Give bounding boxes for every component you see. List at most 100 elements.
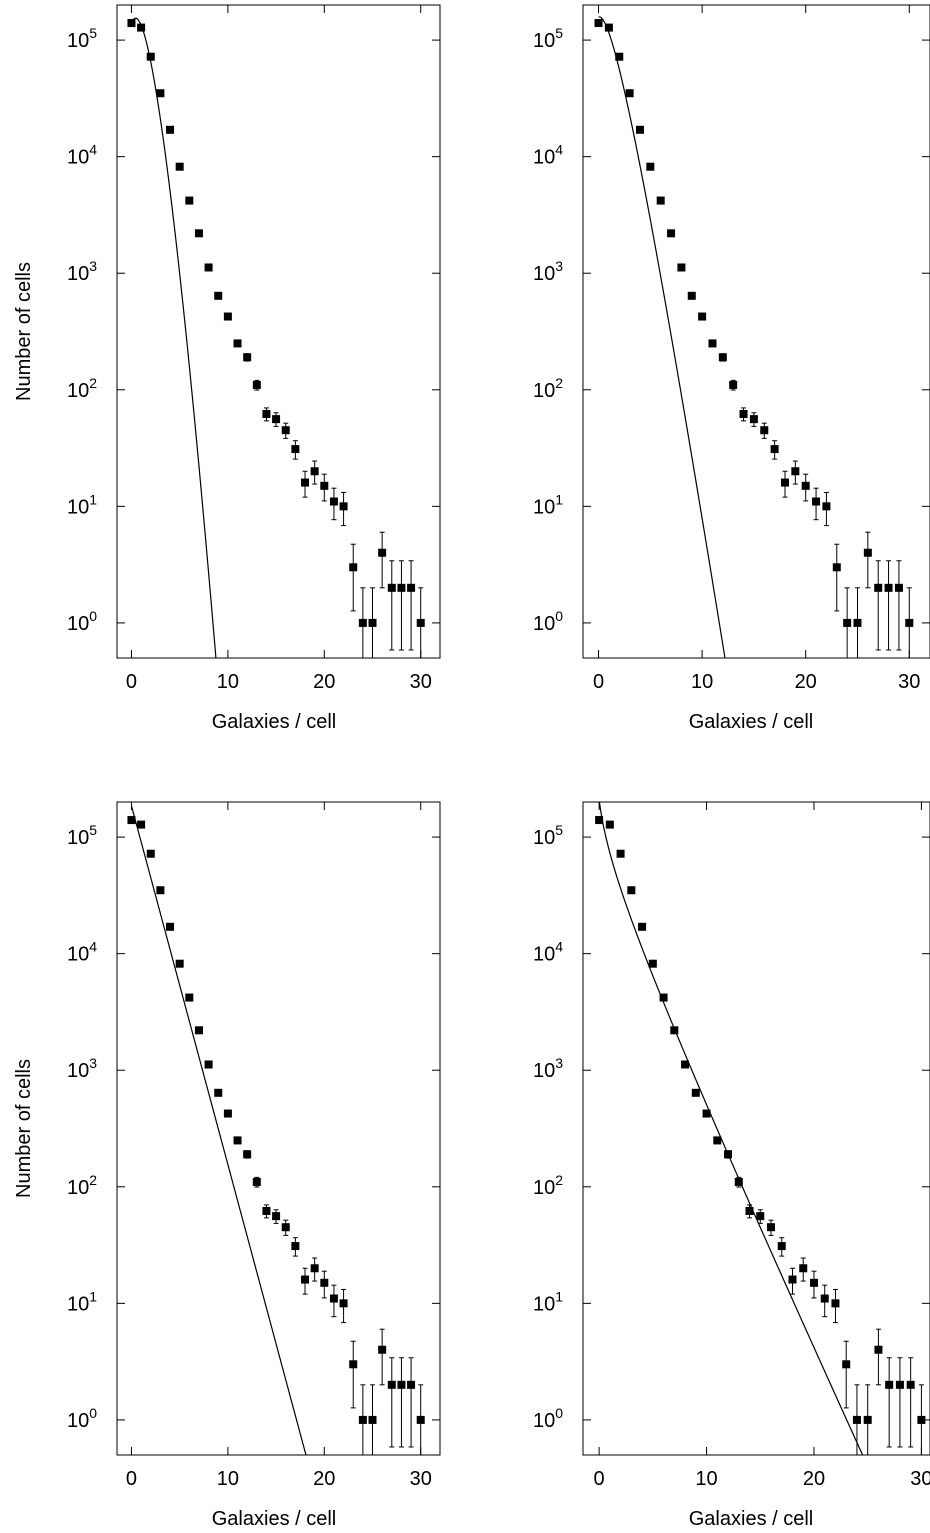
y-tick-label: 101 <box>67 1288 97 1315</box>
data-point <box>739 409 748 418</box>
data-point <box>358 1415 367 1424</box>
data-point <box>708 339 717 348</box>
data-point <box>407 583 416 592</box>
x-tick-label: 30 <box>410 1468 432 1490</box>
data-point <box>166 125 175 134</box>
data-point <box>137 820 146 829</box>
data-point <box>812 497 821 506</box>
data-point <box>204 1060 213 1069</box>
y-tick-label: 104 <box>533 939 563 966</box>
data-point <box>262 1206 271 1215</box>
data-point <box>301 478 310 487</box>
data-point <box>615 52 624 61</box>
data-point <box>301 1275 310 1284</box>
x-axis-label: Galaxies / cell <box>689 711 814 733</box>
y-tick-label: 100 <box>67 1405 97 1432</box>
data-point <box>368 618 377 627</box>
data-point <box>863 1415 872 1424</box>
x-tick-label: 0 <box>594 1468 605 1490</box>
plot-frame <box>582 4 930 659</box>
data-point <box>252 1177 261 1186</box>
x-tick-label: 10 <box>695 1468 717 1490</box>
data-point <box>874 1345 883 1354</box>
y-tick-label: 103 <box>533 258 563 285</box>
y-tick-label: 102 <box>533 375 563 402</box>
y-tick-label: 104 <box>67 939 97 966</box>
data-point <box>320 1278 329 1287</box>
data-point <box>760 426 769 435</box>
data-point <box>780 478 789 487</box>
data-point <box>687 291 696 300</box>
y-axis-label: Number of cells <box>13 1059 35 1198</box>
x-tick-label: 0 <box>126 671 137 693</box>
data-series <box>127 816 425 1455</box>
data-point <box>387 583 396 592</box>
data-point <box>368 1415 377 1424</box>
data-point <box>185 196 194 205</box>
data-point <box>843 618 852 627</box>
data-point <box>874 583 883 592</box>
data-point <box>185 993 194 1002</box>
data-point <box>831 1299 840 1308</box>
data-point <box>756 1212 765 1221</box>
data-point <box>906 1380 915 1389</box>
data-point <box>349 1360 358 1369</box>
x-axis-label: Galaxies / cell <box>212 711 337 733</box>
y-tick-label: 101 <box>67 491 97 518</box>
x-tick-label: 0 <box>126 1468 137 1490</box>
data-point <box>724 1150 733 1159</box>
data-point <box>204 263 213 272</box>
chart-panel-top-left: 0 10 20 30 100 101 102 103 104 105 Galaxies / cell… <box>13 4 441 733</box>
data-point <box>223 312 232 321</box>
data-point <box>146 849 155 858</box>
data-series <box>595 816 926 1455</box>
data-point <box>605 820 614 829</box>
data-point <box>272 415 281 424</box>
y-tick-label: 105 <box>67 822 97 849</box>
y-tick-label: 105 <box>533 25 563 52</box>
data-point <box>894 583 903 592</box>
data-point <box>656 196 665 205</box>
data-point <box>718 353 727 362</box>
data-point <box>745 1206 754 1215</box>
data-point <box>905 618 914 627</box>
data-point <box>175 162 184 171</box>
data-point <box>820 1294 829 1303</box>
y-tick-label: 101 <box>533 1288 563 1315</box>
data-point <box>713 1136 722 1145</box>
model-curve <box>598 16 726 658</box>
x-axis-label: Galaxies / cell <box>212 1508 337 1530</box>
data-point <box>223 1109 232 1118</box>
data-point <box>670 1026 679 1035</box>
x-tick-label: 20 <box>795 671 817 693</box>
data-point <box>616 849 625 858</box>
data-point <box>416 1415 425 1424</box>
y-tick-label: 102 <box>67 375 97 402</box>
data-point <box>329 1294 338 1303</box>
data-point <box>310 1264 319 1273</box>
data-point <box>917 1415 926 1424</box>
x-tick-label: 30 <box>910 1468 930 1490</box>
data-point <box>677 263 686 272</box>
data-point <box>194 1026 203 1035</box>
data-point <box>233 339 242 348</box>
data-point <box>729 380 738 389</box>
data-point <box>243 1150 252 1159</box>
data-point <box>625 89 634 98</box>
data-point <box>770 445 779 454</box>
data-point <box>358 618 367 627</box>
x-tick-label: 10 <box>217 671 239 693</box>
data-point <box>702 1109 711 1118</box>
chart-panel-bottom-right: 0 10 20 30 100 101 102 103 104 105 Galaxies / cell <box>533 801 930 1530</box>
data-series <box>594 19 914 658</box>
data-point <box>842 1360 851 1369</box>
data-point <box>822 502 831 511</box>
data-point <box>648 959 657 968</box>
chart-panel-bottom-left: 0 10 20 30 100 101 102 103 104 105 Galaxies / cell… <box>13 801 441 1530</box>
data-point <box>397 583 406 592</box>
data-point <box>734 1177 743 1186</box>
x-tick-label: 20 <box>313 671 335 693</box>
x-tick-label: 20 <box>313 1468 335 1490</box>
data-point <box>604 23 613 32</box>
